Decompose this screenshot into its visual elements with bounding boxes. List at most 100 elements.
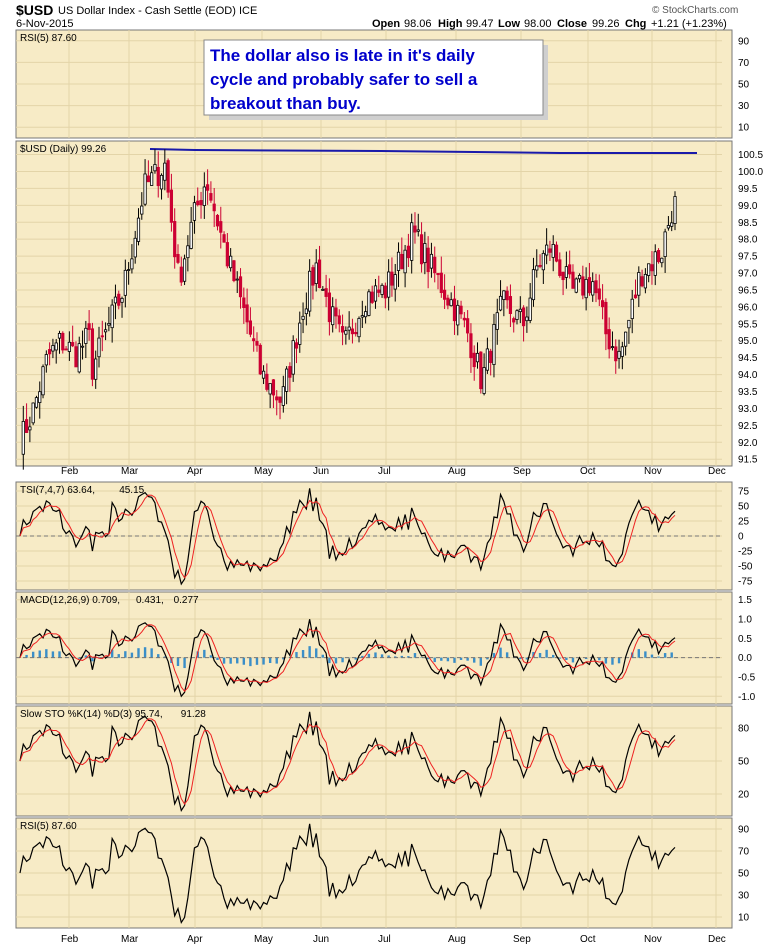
candle-body: [548, 248, 552, 253]
candle-body: [406, 245, 410, 259]
macd-histogram-bar: [617, 657, 621, 664]
legend-entry: RSI(5) 87.60: [20, 33, 77, 44]
y-tick-label: 80: [738, 724, 750, 735]
candle-body: [551, 244, 555, 258]
y-tick-label: 30: [738, 891, 750, 902]
candle-body: [133, 237, 137, 258]
candle-body: [630, 298, 634, 320]
candle-body: [153, 164, 157, 172]
x-tick-label: May: [254, 934, 273, 945]
y-tick-label: 30: [738, 101, 750, 112]
macd-histogram-bar: [400, 655, 404, 658]
macd-histogram-bar: [453, 657, 456, 663]
macd-histogram-bar: [407, 656, 410, 658]
macd-histogram-bar: [420, 657, 423, 658]
macd-histogram-bar: [473, 657, 476, 663]
candle-body: [278, 396, 282, 403]
candle-body: [479, 351, 483, 390]
annotation-line-2: cycle and probably safer to sell a: [210, 70, 478, 89]
candle-body: [521, 307, 526, 327]
candle-body: [57, 332, 62, 339]
candle-body: [31, 402, 35, 424]
candle-body: [41, 366, 45, 396]
x-tick-label: Feb: [61, 934, 79, 945]
candle-body: [186, 245, 190, 259]
legend-entry: 0.277: [174, 595, 199, 606]
indicator-line: [19, 619, 676, 698]
candle-body: [416, 229, 420, 232]
candle-body: [288, 366, 292, 378]
chg-label: Chg: [625, 18, 646, 30]
candle-body: [163, 162, 167, 181]
y-tick-label: 70: [738, 58, 750, 69]
candle-body: [173, 221, 177, 258]
chg-value: +1.21 (+1.23%): [651, 18, 727, 30]
macd-histogram-bar: [505, 652, 509, 658]
macd-histogram-bar: [328, 657, 331, 664]
candle-body: [232, 260, 236, 282]
candle-body: [528, 297, 532, 321]
candle-body: [429, 253, 434, 269]
annotation-line-3: breakout than buy.: [210, 94, 361, 113]
y-tick-label: 99.0: [738, 201, 758, 212]
candle-body: [156, 166, 160, 187]
candle-body: [666, 225, 671, 229]
indicator-line: [19, 488, 676, 586]
candle-body: [377, 289, 381, 293]
candle-body: [498, 295, 503, 311]
y-tick-label: -50: [738, 562, 753, 573]
indicator-line: [19, 823, 676, 925]
candle-body: [597, 288, 601, 300]
ohlc-readout: Open 98.06 High 99.47 Low 98.00 Close 99…: [372, 18, 727, 30]
candle-body: [314, 262, 318, 284]
candle-body: [433, 256, 437, 274]
candle-body: [169, 189, 174, 223]
candle-body: [324, 288, 328, 297]
candle-body: [505, 290, 509, 301]
candle-body: [423, 243, 427, 264]
candle-body: [281, 386, 285, 406]
candle-body: [248, 320, 253, 335]
macd-histogram-bar: [499, 647, 502, 658]
legend-entry: 91.28: [181, 709, 206, 720]
x-tick-label: Dec: [708, 934, 726, 945]
candle-body: [215, 214, 220, 227]
x-tick-label: Jun: [313, 466, 329, 477]
macd-histogram-bar: [268, 657, 272, 664]
macd-histogram-bar: [262, 657, 265, 665]
x-tick-label: Oct: [580, 466, 596, 477]
candle-body: [413, 225, 417, 233]
candle-body: [107, 322, 111, 326]
y-tick-label: 20: [738, 790, 750, 801]
macd-histogram-bar: [295, 652, 298, 658]
candle-body: [485, 348, 489, 371]
candle-body: [535, 265, 539, 271]
legend-entry: MACD(12,26,9) 0.709,: [20, 595, 120, 606]
candle-body: [647, 263, 651, 276]
candle-body: [571, 271, 575, 289]
candle-body: [508, 296, 513, 315]
candle-body: [179, 266, 183, 283]
low-label: Low: [498, 18, 520, 30]
macd-histogram-bar: [78, 657, 81, 659]
macd-histogram-bar: [347, 657, 351, 659]
macd-histogram-bar: [229, 657, 232, 664]
macd-histogram-bar: [558, 657, 561, 659]
signal-line: [19, 494, 676, 579]
macd-histogram-bar: [91, 657, 94, 662]
candle-body: [531, 269, 536, 301]
candle-body: [587, 277, 592, 294]
macd-histogram-bar: [598, 657, 601, 661]
candle-body: [117, 293, 121, 306]
annotation-callout: The dollar also is late in it's daily cy…: [203, 39, 548, 120]
candle-body: [482, 367, 486, 394]
candle-body: [140, 205, 144, 215]
macd-histogram-bar: [492, 653, 496, 658]
candle-body: [538, 264, 542, 267]
macd-histogram-bar: [532, 651, 535, 658]
candle-body: [489, 350, 493, 364]
candle-body: [442, 289, 447, 300]
candle-body: [97, 337, 101, 358]
candle-body: [462, 317, 466, 321]
high-label: High: [438, 18, 463, 30]
